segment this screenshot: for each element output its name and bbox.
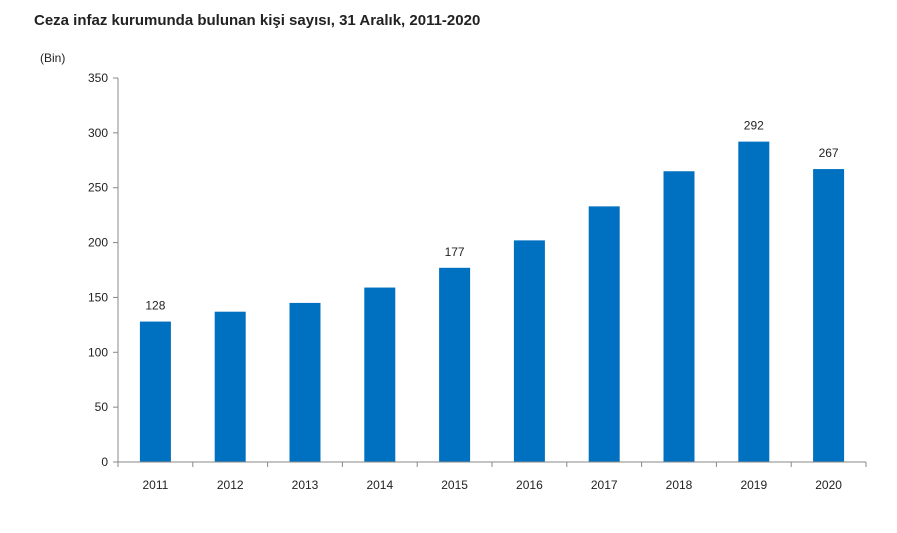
- x-tick-label: 2018: [666, 478, 693, 492]
- bar-2020: [813, 169, 845, 462]
- y-tick-label: 300: [88, 126, 108, 140]
- y-tick-label: 350: [88, 71, 108, 85]
- bar-2019: [738, 141, 770, 463]
- y-tick-label: 250: [88, 181, 108, 195]
- bar-2011: [139, 321, 171, 462]
- x-tick-label: 2017: [591, 478, 618, 492]
- x-tick-label: 2016: [516, 478, 543, 492]
- x-tick-label: 2014: [366, 478, 393, 492]
- x-tick-label: 2020: [815, 478, 842, 492]
- y-tick-label: 100: [88, 345, 108, 359]
- bar-2018: [663, 171, 695, 462]
- y-tick-label: 0: [101, 455, 108, 469]
- x-tick-label: 2013: [292, 478, 319, 492]
- bars-group: [139, 141, 845, 463]
- y-tick-label: 200: [88, 236, 108, 250]
- data-label-2015: 177: [445, 245, 465, 259]
- y-axis-unit-label: (Bin): [40, 51, 65, 65]
- y-axis: 0 50 100 150 200 250 300 350: [88, 71, 118, 469]
- x-tick-label: 2012: [217, 478, 244, 492]
- x-tick-label: 2011: [142, 478, 168, 492]
- y-tick-label: 150: [88, 290, 108, 304]
- x-tick-label: 2019: [740, 478, 767, 492]
- bar-2014: [364, 287, 396, 462]
- bar-2016: [513, 240, 545, 462]
- data-labels-group: 128 177 292 267: [145, 119, 839, 313]
- bar-2015: [439, 267, 471, 462]
- x-tick-label: 2015: [441, 478, 468, 492]
- chart-title: Ceza infaz kurumunda bulunan kişi sayısı…: [34, 12, 481, 29]
- bar-2012: [214, 311, 246, 462]
- data-label-2011: 128: [145, 299, 165, 313]
- bar-2013: [289, 302, 321, 462]
- x-axis: 2011 2012 2013 2014 2015 2016 2017 2018 2019 2020: [117, 462, 867, 492]
- data-label-2020: 267: [819, 146, 839, 160]
- y-tick-label: 50: [95, 400, 109, 414]
- data-label-2019: 292: [744, 119, 764, 133]
- bar-2017: [588, 206, 620, 462]
